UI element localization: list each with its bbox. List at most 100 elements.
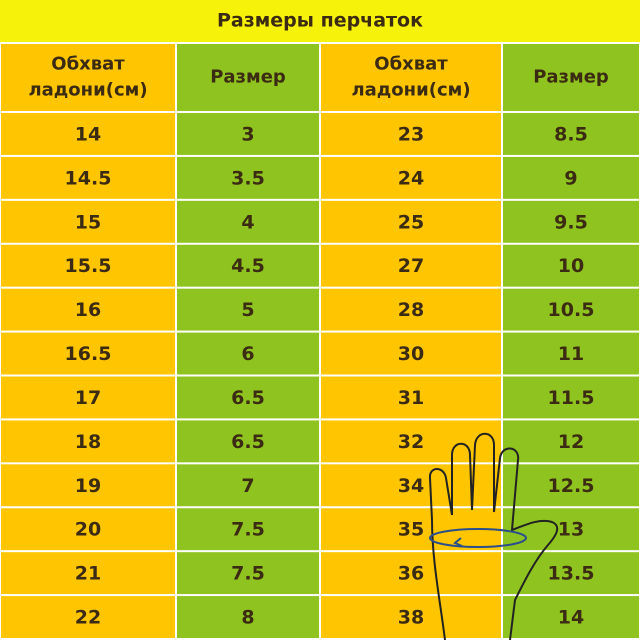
- cell: [177, 376, 319, 419]
- header-cell: [503, 44, 639, 111]
- cell: [1, 596, 175, 638]
- cell-text: 28: [398, 299, 424, 321]
- cell-text: 30: [398, 343, 424, 365]
- cell: [321, 200, 501, 243]
- cell-text: 34: [398, 475, 424, 497]
- cell-text: 18: [75, 431, 101, 453]
- cell: [1, 200, 175, 243]
- cell-text: 7: [241, 475, 254, 497]
- cell-text: 9.5: [554, 211, 588, 233]
- cell-text: 6: [241, 343, 254, 365]
- cell: [503, 288, 639, 331]
- cell-text: 16.5: [65, 343, 112, 365]
- cell-text: 4: [241, 211, 254, 233]
- cell: [503, 244, 639, 287]
- cell-text: 16: [75, 299, 101, 321]
- cell: [321, 332, 501, 375]
- cell: [503, 464, 639, 507]
- cell-text: 9: [564, 167, 577, 189]
- cell: [503, 113, 639, 155]
- cell-text: 25: [398, 211, 424, 233]
- cell-text: 3.5: [231, 167, 265, 189]
- header-text: Обхват: [374, 54, 448, 75]
- header-text: ладони(см): [351, 80, 470, 101]
- header-cell: [177, 44, 319, 111]
- cell: [177, 113, 319, 155]
- cell: [1, 420, 175, 463]
- cell: [177, 464, 319, 507]
- title-bar: [0, 0, 640, 42]
- header-cell: [1, 44, 175, 111]
- title: Размеры перчаток: [217, 10, 423, 32]
- cell: [321, 552, 501, 595]
- cell-text: 5: [241, 299, 254, 321]
- cell: [177, 200, 319, 243]
- cell-text: 22: [75, 607, 101, 629]
- cell: [503, 420, 639, 463]
- cell: [1, 288, 175, 331]
- cell: [503, 552, 639, 595]
- cell: [177, 332, 319, 375]
- cell-text: 6.5: [231, 387, 265, 409]
- cell: [1, 156, 175, 199]
- cell-text: 17: [75, 387, 101, 409]
- header-text: Обхват: [51, 54, 125, 75]
- cell: [177, 420, 319, 463]
- cell: [177, 508, 319, 551]
- cell-text: 12.5: [548, 475, 595, 497]
- cell-text: 23: [398, 123, 424, 145]
- cell: [503, 376, 639, 419]
- cell: [177, 552, 319, 595]
- cell: [177, 288, 319, 331]
- cell-text: 15.5: [65, 255, 112, 277]
- cell: [321, 376, 501, 419]
- cell-text: 4.5: [231, 255, 265, 277]
- cell: [503, 508, 639, 551]
- cell: [1, 376, 175, 419]
- cell-text: 10.5: [548, 299, 595, 321]
- cell-text: 8.5: [554, 123, 588, 145]
- cell-text: 14.5: [65, 167, 112, 189]
- cell: [1, 332, 175, 375]
- cell-text: 7.5: [231, 519, 265, 541]
- cell-text: 10: [558, 255, 584, 277]
- cell-text: 24: [398, 167, 424, 189]
- cell: [321, 596, 501, 638]
- cell: [321, 288, 501, 331]
- cell-text: 12: [558, 431, 584, 453]
- cell: [1, 244, 175, 287]
- cell-text: 19: [75, 475, 101, 497]
- cell-text: 7.5: [231, 563, 265, 585]
- cell: [1, 508, 175, 551]
- cell-text: 21: [75, 563, 101, 585]
- hand-illustration: [429, 432, 559, 640]
- cell: [321, 244, 501, 287]
- cell: [177, 596, 319, 638]
- cell: [177, 244, 319, 287]
- cell-text: 6.5: [231, 431, 265, 453]
- cell: [177, 156, 319, 199]
- cell-text: 3: [241, 123, 254, 145]
- cell-text: 32: [398, 431, 424, 453]
- cell: [1, 464, 175, 507]
- cell-text: 11: [558, 343, 584, 365]
- cell: [503, 332, 639, 375]
- cell-text: 38: [398, 607, 424, 629]
- cell: [503, 596, 639, 638]
- cell: [503, 200, 639, 243]
- cell-text: 31: [398, 387, 424, 409]
- cell: [321, 156, 501, 199]
- cell-text: 14: [75, 123, 101, 145]
- cell: [503, 156, 639, 199]
- cell-text: 11.5: [548, 387, 595, 409]
- cell-text: 13.5: [548, 563, 595, 585]
- cell-text: 13: [558, 519, 584, 541]
- cell-text: 36: [398, 563, 424, 585]
- cell-text: 15: [75, 211, 101, 233]
- cell: [1, 552, 175, 595]
- header-cell: [321, 44, 501, 111]
- cell: [321, 113, 501, 155]
- cell: [1, 113, 175, 155]
